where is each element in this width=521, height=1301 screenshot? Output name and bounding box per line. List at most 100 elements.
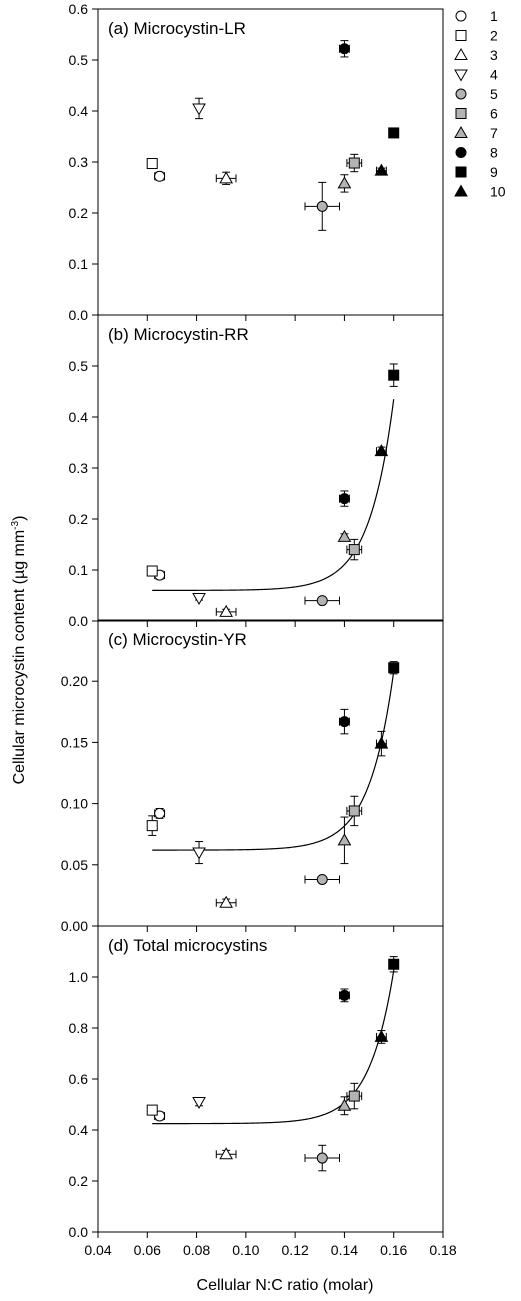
marker-series-4 (192, 1096, 206, 1109)
data-point-series-9 (388, 661, 400, 675)
marker-series-10 (374, 1029, 389, 1042)
marker-series-5 (316, 873, 328, 885)
x-tick-label: 0.04 (84, 1242, 111, 1258)
data-point-series-10 (374, 1029, 389, 1044)
y-tick-label: 0.2 (69, 1173, 89, 1189)
data-point-series-2 (146, 565, 158, 577)
marker-series-9 (388, 958, 400, 970)
legend-item-5: 5 (455, 86, 498, 102)
x-axis-title: Cellular N:C ratio (molar) (197, 1277, 374, 1294)
legend-label: 6 (490, 106, 498, 122)
y-tick-label: 1.0 (69, 969, 89, 985)
data-point-series-9 (388, 363, 400, 387)
y-axis-title-superscript: -3 (10, 520, 21, 529)
data-point-series-5 (304, 181, 340, 231)
legend-item-2: 2 (455, 28, 498, 44)
panel-title: (c) Microcystin-YR (108, 630, 247, 649)
marker-series-3 (219, 1147, 234, 1160)
data-point-series-6 (346, 153, 363, 173)
panel-title: (d) Total microcystins (108, 936, 267, 955)
legend-label: 4 (490, 67, 498, 83)
data-point-series-4 (192, 97, 206, 120)
data-point-series-1 (154, 807, 166, 819)
legend-marker (454, 184, 468, 197)
legend: 1 2 3 4 5 6 7 8 9 10 (454, 8, 506, 200)
legend-marker (455, 147, 467, 158)
marker-series-8 (338, 989, 350, 1001)
data-point-series-2 (146, 1104, 158, 1116)
legend-marker (455, 88, 467, 100)
data-point-series-3 (215, 171, 237, 185)
data-point-series-8 (338, 490, 350, 507)
legend-marker (455, 166, 467, 178)
marker-series-2 (146, 1104, 158, 1116)
marker-series-8 (338, 493, 350, 505)
panel-title: (a) Microcystin-LR (108, 19, 246, 38)
marker-series-3 (219, 895, 234, 908)
data-point-series-6 (346, 1082, 363, 1110)
data-point-series-3 (215, 604, 237, 617)
legend-item-10: 10 (454, 184, 506, 200)
legend-marker (455, 10, 467, 22)
data-point-series-6 (346, 538, 363, 561)
y-tick-label: 0.3 (69, 154, 89, 170)
marker-series-10 (374, 163, 389, 176)
legend-item-4: 4 (454, 67, 498, 83)
marker-series-9 (388, 127, 400, 139)
marker-series-8 (338, 716, 350, 728)
data-point-series-2 (146, 815, 158, 836)
data-point-series-8 (338, 40, 350, 58)
data-point-series-6 (346, 795, 363, 827)
marker-series-5 (316, 1152, 328, 1164)
marker-series-10 (374, 444, 389, 457)
y-tick-label: 0.4 (69, 409, 89, 425)
marker-series-2 (146, 820, 158, 832)
panel-b: 0.0 0.1 0.2 0.3 0.4 0.5 (b) Microcystin-RR (69, 314, 444, 629)
panel-d: 0.0 0.2 0.4 0.6 0.8 1.0 (d) Total microcystins (69, 925, 444, 1240)
legend-item-9: 9 (455, 164, 498, 180)
y-tick-label: 0.5 (69, 52, 89, 68)
legend-item-3: 3 (454, 47, 498, 63)
data-point-series-5 (304, 1144, 340, 1172)
marker-series-7 (337, 1098, 352, 1111)
marker-series-10 (374, 736, 389, 749)
y-tick-label: 0.10 (61, 796, 88, 812)
data-point-series-5 (304, 873, 340, 885)
data-point-series-7 (337, 1096, 352, 1116)
panel-c: 0.00 0.05 0.10 0.15 0.20 (c) Microcystin-YR (61, 619, 444, 934)
marker-series-4 (192, 593, 206, 606)
y-tick-label: 0.0 (69, 613, 89, 629)
data-point-series-1 (154, 170, 166, 182)
x-tick-labels: 0.04 0.06 0.08 0.10 0.12 0.14 0.16 0.18 (84, 1242, 456, 1258)
marker-series-2 (146, 565, 158, 577)
legend-label: 2 (490, 28, 498, 44)
legend-label: 7 (490, 125, 498, 141)
panel-title: (b) Microcystin-RR (108, 325, 249, 344)
legend-label: 8 (490, 145, 498, 161)
legend-marker (454, 69, 468, 82)
legend-item-8: 8 (455, 145, 498, 161)
y-tick-label: 0.1 (69, 562, 89, 578)
legend-item-7: 7 (454, 125, 498, 141)
y-tick-label: 0.20 (61, 673, 88, 689)
y-tick-label: 0.00 (61, 918, 88, 934)
marker-series-7 (337, 176, 352, 189)
y-tick-label: 0.6 (69, 1, 89, 17)
legend-label: 10 (490, 184, 506, 200)
panel-a: 0.0 0.1 0.2 0.3 0.4 0.5 0.6 (a) Microcystin-LR (69, 1, 444, 323)
fit-curve (152, 399, 395, 591)
data-point-series-9 (388, 127, 400, 139)
marker-series-1 (154, 807, 166, 819)
data-point-series-9 (388, 956, 400, 973)
legend-item-6: 6 (455, 106, 498, 122)
legend-marker (455, 30, 467, 41)
marker-series-9 (388, 662, 400, 674)
marker-series-4 (192, 103, 206, 116)
marker-series-2 (146, 158, 158, 170)
legend-item-1: 1 (455, 8, 498, 24)
x-tick-label: 0.12 (282, 1242, 309, 1258)
marker-series-8 (338, 43, 350, 55)
marker-series-6 (348, 544, 360, 556)
data-point-series-2 (146, 158, 158, 170)
